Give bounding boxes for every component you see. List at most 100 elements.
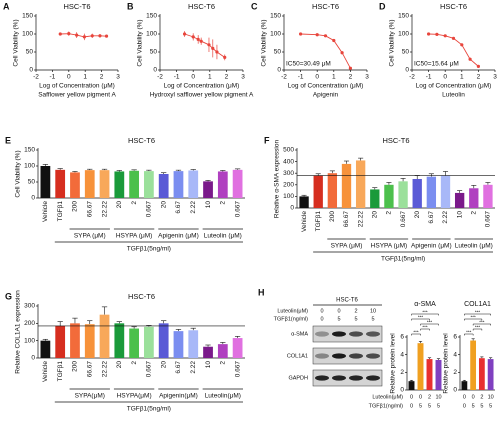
bar (173, 171, 184, 198)
sig-label: *** (475, 325, 481, 330)
y-tick-label: 100 (283, 193, 294, 200)
x-tick-label: 20 (160, 361, 167, 369)
y-tick-label: 4 (453, 351, 457, 358)
x-tick-label: 3 (241, 74, 245, 81)
bar (188, 330, 199, 358)
bar (341, 163, 352, 208)
bar (454, 192, 465, 208)
bar (70, 172, 80, 198)
bar (40, 166, 51, 198)
group-label: HSYPA(μM) (117, 393, 152, 400)
data-point (223, 55, 227, 60)
group-label: TGFβ1(5ng/ml) (381, 256, 425, 263)
blot-band (366, 331, 380, 337)
sig-bracket (464, 333, 474, 336)
data-point (98, 34, 102, 38)
chart-title: α-SMA (414, 301, 436, 308)
group-label: Apigenin (μM) (411, 243, 452, 250)
bar (99, 170, 110, 198)
data-point (211, 46, 215, 51)
x-tick-label: 2 (386, 211, 393, 215)
x-tick-label: Vehicle (301, 211, 308, 232)
data-point (104, 34, 109, 38)
sig-bracket (411, 313, 439, 316)
y-tick-label: 0 (405, 67, 409, 74)
y-tick-label: 100 (398, 31, 409, 38)
y-axis-label: Cell Viability (%) (389, 19, 396, 66)
chart-title: HSC-T6 (128, 136, 155, 145)
y-tick-label: 300 (24, 303, 35, 310)
data-point (476, 64, 480, 68)
x-tick-label: 2 (349, 74, 353, 81)
row-value: 0 (419, 394, 422, 400)
x-tick-label: 20 (116, 361, 123, 369)
bar (158, 323, 169, 358)
bar (217, 171, 228, 198)
row-value: 0 (472, 394, 475, 400)
sig-label: *** (413, 330, 419, 335)
x-tick-label: 200 (72, 361, 79, 372)
x-tick-label: Vehicle (42, 361, 49, 382)
y-tick-label: 100 (24, 163, 35, 170)
x-axis-label: Log of Concentration (μM) (288, 83, 364, 90)
row-value: 5 (428, 403, 431, 409)
y-axis-label: Relative protein level (443, 333, 450, 394)
group-label: SYPA (μM) (331, 243, 363, 250)
x-tick-label: 20 (372, 211, 379, 219)
y-tick-label: 50 (26, 49, 34, 56)
sig-bracket (464, 313, 491, 316)
data-point (182, 32, 187, 36)
x-tick-label: -1 (426, 74, 432, 81)
row-value: 10 (435, 394, 441, 400)
annotation: IC50=30.49 μM (286, 61, 331, 68)
y-tick-label: 0 (153, 67, 157, 74)
x-tick-label: 10 (205, 361, 212, 369)
panel-letter: F (264, 135, 270, 145)
bar (355, 160, 366, 208)
panel-letter: H (258, 287, 265, 297)
data-point (468, 57, 472, 61)
condition-value: 5 (337, 316, 340, 322)
condition-value: 2 (354, 308, 357, 314)
bar (84, 170, 95, 198)
chart-title: COL1A1 (464, 301, 491, 308)
bar (440, 175, 451, 208)
x-tick-label: 66.67 (86, 201, 93, 218)
x-tick-label: 0.667 (146, 201, 153, 218)
band-label: COL1A1 (287, 353, 308, 359)
y-axis-label: Relative COL1A1 expression (15, 290, 22, 374)
x-tick-label: TGFβ1 (57, 201, 64, 222)
condition-label: Luteolin(μM) (277, 308, 308, 314)
blot-band (315, 353, 329, 359)
x-axis-label: Log of Concentration (μM) (39, 83, 115, 90)
x-tick-label: 10 (205, 201, 212, 209)
x-tick-label: 2 (131, 201, 138, 205)
x-tick-label: 1 (460, 74, 464, 81)
panel-letter: A (3, 1, 10, 11)
chart-title: HSC-T6 (312, 2, 339, 11)
bar (398, 181, 408, 208)
y-axis-label: Relative α-SMA expression (274, 140, 281, 219)
y-tick-label: 50 (402, 49, 410, 56)
data-point (460, 43, 464, 47)
data-point (191, 35, 195, 39)
x-axis-subtitle: Safflower yellow pigment A (38, 92, 116, 99)
y-tick-label: 150 (146, 13, 157, 20)
y-tick-label: 0 (31, 355, 35, 362)
x-axis-subtitle: Luteolin (442, 92, 465, 99)
data-point (67, 32, 71, 36)
data-point (427, 32, 431, 36)
x-tick-label: 6.67 (175, 361, 182, 374)
sig-label: *** (422, 310, 428, 315)
y-tick-label: 300 (283, 170, 294, 177)
bar (478, 358, 485, 390)
x-tick-label: 3 (493, 74, 497, 81)
data-point (315, 33, 319, 37)
data-point (332, 38, 336, 43)
sig-label: *** (479, 320, 485, 325)
x-tick-label: 20 (116, 201, 123, 209)
x-tick-label: 3 (116, 74, 120, 81)
y-tick-label: 6 (453, 334, 457, 341)
bar (188, 170, 199, 198)
bar (129, 170, 139, 198)
